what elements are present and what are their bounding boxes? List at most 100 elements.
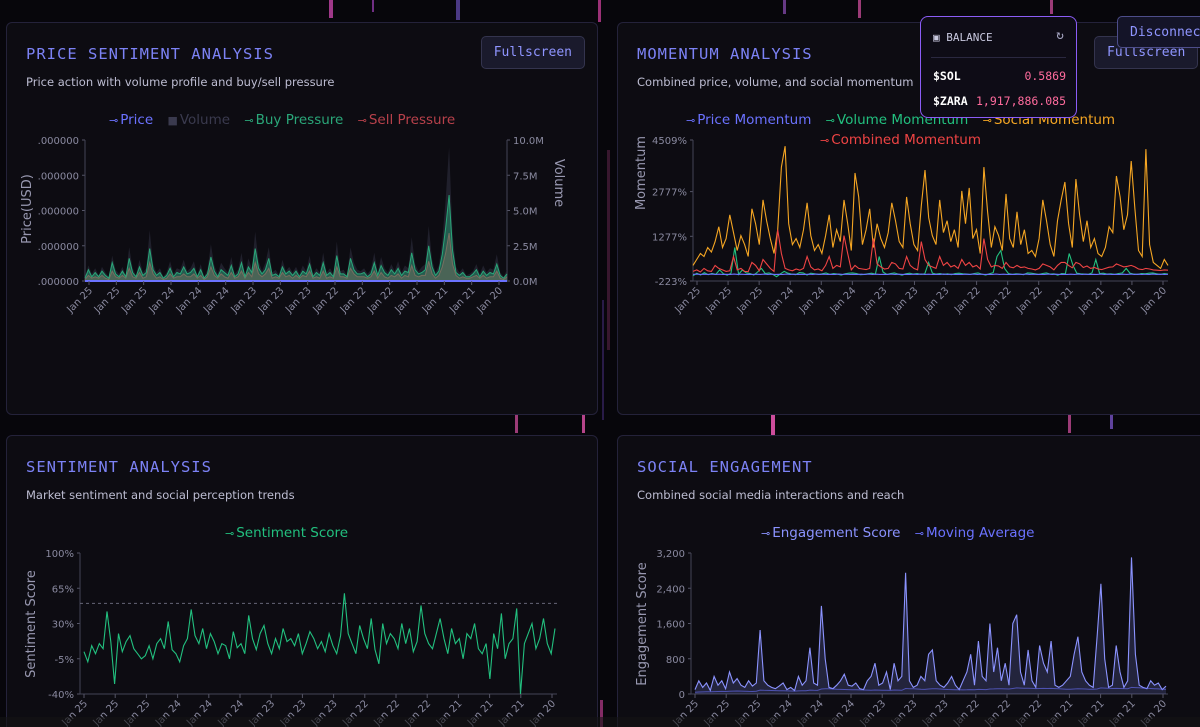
balance-header: ▣ BALANCE (933, 31, 993, 44)
x-tick-label: Jan 23 (859, 285, 890, 316)
y-tick-label: 65% (52, 584, 74, 595)
y2-tick-label: 5.0M (513, 207, 538, 218)
y-tick-label: .000000 (38, 242, 79, 253)
price-chart[interactable]: .000000 .000000 .000000 .000000 .000000 0.0M 2… (7, 23, 598, 415)
legend-marker-icon: ⊸ (225, 527, 235, 540)
fullscreen-button[interactable]: Fullscreen (480, 36, 585, 69)
x-tick-label: Jan 21 (447, 285, 478, 316)
x-tick-label: Jan 24 (766, 285, 797, 316)
legend-marker-icon: ⊸ (109, 114, 119, 127)
chart-legend[interactable]: ⊸ Engagement Score ⊸ Moving Average (761, 525, 1044, 541)
engagement-line (694, 557, 1167, 693)
x-tick-label: Jan 20 (1138, 285, 1169, 316)
legend-price-momentum[interactable]: ⊸ Price Momentum (686, 112, 812, 128)
x-tick-label: Jan 25 (119, 285, 150, 316)
combined-momentum-line (692, 229, 1169, 273)
card-subtitle: Combined price, volume, and social momen… (637, 75, 914, 89)
buy-pressure-area (85, 195, 507, 281)
x-tick-label: Jan 21 (392, 285, 423, 316)
balance-panel: ▣ BALANCE ↻ $SOL 0.5869 $ZARA 1,917,886.… (920, 16, 1077, 118)
y-tick-label: -223% (655, 277, 687, 288)
y-axis-title: Engagement Score (635, 562, 650, 685)
card-subtitle: Combined social media interactions and r… (637, 488, 905, 502)
x-tick-label: Jan 25 (672, 285, 703, 316)
divider (931, 57, 1066, 58)
y-tick-label: 1,600 (656, 620, 685, 631)
balance-title: BALANCE (946, 31, 993, 44)
x-tick-label: Jan 22 (952, 285, 983, 316)
legend-marker-icon: ⊸ (357, 114, 367, 127)
y-tick-label: .000000 (38, 171, 79, 182)
x-tick-label: Jan 23 (228, 285, 259, 316)
wallet-icon: ▣ (933, 31, 940, 44)
legend-engagement-score[interactable]: ⊸ Engagement Score (761, 525, 901, 541)
x-tick-label: Jan 20 (474, 285, 505, 316)
x-tick-label: Jan 24 (174, 285, 205, 316)
y-tick-label: 1277% (652, 232, 687, 243)
x-tick-label: Jan 21 (1045, 285, 1076, 316)
refresh-icon[interactable]: ↻ (1056, 28, 1064, 43)
y-tick-label: 2777% (652, 188, 687, 199)
legend-marker-icon: ⊸ (686, 114, 696, 127)
y2-tick-label: 0.0M (513, 277, 538, 288)
balance-row-sol: $SOL 0.5869 (933, 69, 1066, 83)
y-tick-label: 30% (52, 620, 74, 631)
y-tick-label: 100% (45, 549, 74, 560)
x-tick-label: Jan 21 (1076, 285, 1107, 316)
token-value: 0.5869 (1024, 69, 1066, 83)
x-tick-label: Jan 22 (983, 285, 1014, 316)
x-tick-label: Jan 22 (338, 285, 369, 316)
x-tick-label: Jan 24 (797, 285, 828, 316)
chart-legend[interactable]: ⊸ Price ■ Volume ⊸ Buy Pressure ⊸ Sell Press… (109, 112, 465, 128)
token-label: $SOL (933, 69, 961, 83)
legend-price[interactable]: ⊸ Price (109, 112, 154, 128)
x-tick-label: Jan 25 (92, 285, 123, 316)
legend-marker-icon: ■ (167, 114, 178, 127)
legend-moving-average[interactable]: ⊸ Moving Average (914, 525, 1035, 541)
legend-marker-icon: ⊸ (820, 134, 830, 147)
card-title: PRICE SENTIMENT ANALYSIS (26, 45, 274, 63)
y-tick-label: 0 (679, 690, 685, 701)
x-tick-label: Jan 22 (365, 285, 396, 316)
x-tick-label: Jan 22 (1014, 285, 1045, 316)
y-tick-label: -5% (55, 655, 74, 666)
chart-legend-row2[interactable]: ⊸ Combined Momentum (820, 132, 991, 148)
disconnect-button[interactable]: Disconnect (1117, 16, 1200, 48)
x-tick-label: Jan 25 (64, 285, 95, 316)
y2-tick-label: 2.5M (513, 242, 538, 253)
sentiment-line (83, 593, 556, 695)
y-axis-title: Sentiment Score (24, 570, 39, 678)
y-tick-label: .000000 (38, 277, 79, 288)
x-tick-label: Jan 22 (310, 285, 341, 316)
engagement-area (695, 557, 1166, 694)
legend-volume[interactable]: ■ Volume (167, 112, 231, 128)
x-tick-label: Jan 25 (735, 285, 766, 316)
token-value: 1,917,886.085 (975, 94, 1066, 108)
sentiment-card: SENTIMENT ANALYSIS Market sentiment and … (6, 435, 598, 727)
y-tick-label: 2,400 (656, 584, 685, 595)
legend-combined-momentum[interactable]: ⊸ Combined Momentum (820, 132, 982, 148)
legend-marker-icon: ⊸ (914, 527, 924, 540)
momentum-card: MOMENTUM ANALYSIS Combined price, volume… (617, 22, 1200, 415)
y-axis-title: Momentum (634, 136, 649, 210)
legend-sentiment-score[interactable]: ⊸ Sentiment Score (225, 525, 349, 541)
moving-average-line (694, 686, 1167, 693)
legend-marker-icon: ⊸ (825, 114, 835, 127)
chart-legend[interactable]: ⊸ Sentiment Score (225, 525, 358, 541)
y2-tick-label: 7.5M (513, 171, 538, 182)
y2-tick-label: 10.0M (513, 136, 544, 147)
card-title: MOMENTUM ANALYSIS (637, 45, 813, 63)
volume-momentum-line (692, 247, 1169, 278)
token-label: $ZARA (933, 94, 968, 108)
legend-buy-pressure[interactable]: ⊸ Buy Pressure (244, 112, 344, 128)
y-tick-label: 800 (666, 655, 685, 666)
card-title: SOCIAL ENGAGEMENT (637, 458, 813, 476)
legend-sell-pressure[interactable]: ⊸ Sell Pressure (357, 112, 456, 128)
buy-pressure-line (84, 194, 508, 280)
social-momentum-line (692, 146, 1169, 270)
card-subtitle: Market sentiment and social perception t… (26, 488, 295, 502)
y-tick-label: -40% (48, 690, 74, 701)
